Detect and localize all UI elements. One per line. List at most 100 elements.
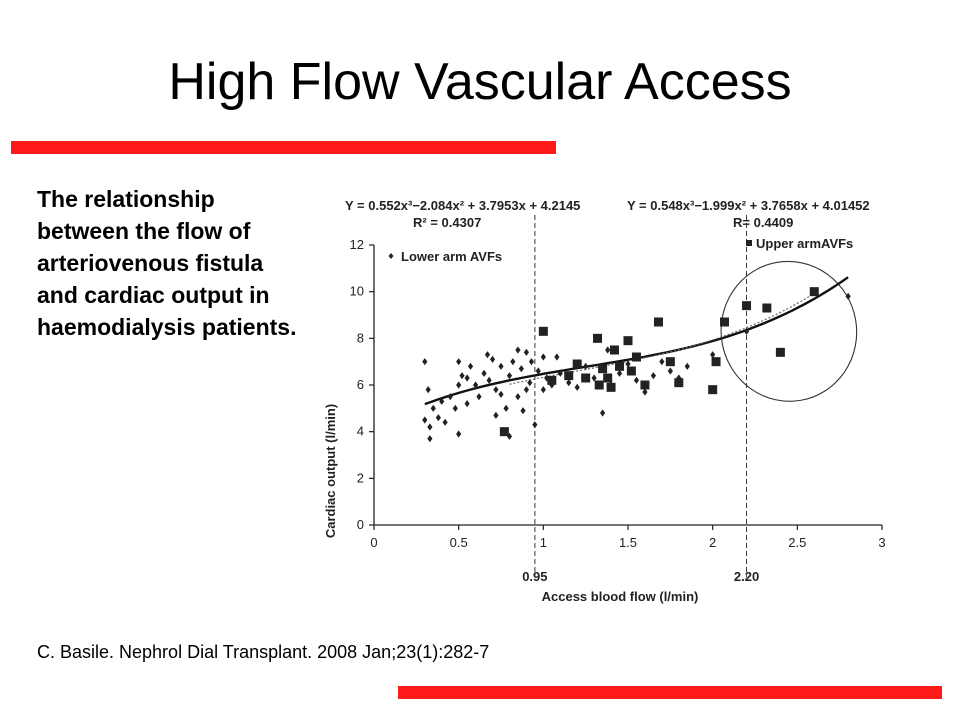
r2-right: R= 0.4409 — [733, 215, 793, 230]
data-point-lower-arm — [554, 353, 560, 361]
legend-label-upper-arm: Upper armAVFs — [756, 236, 853, 251]
y-tick-label: 0 — [357, 517, 364, 532]
data-point-lower-arm — [452, 404, 458, 412]
data-point-lower-arm — [422, 358, 428, 366]
data-point-lower-arm — [684, 362, 690, 370]
x-axis-label: Access blood flow (l/min) — [542, 589, 699, 604]
data-point-lower-arm — [456, 358, 462, 366]
data-point-upper-arm — [674, 378, 684, 388]
data-point-lower-arm — [528, 358, 535, 366]
data-point-upper-arm — [720, 317, 730, 327]
data-point-lower-arm — [574, 383, 580, 391]
data-point-upper-arm — [572, 359, 582, 369]
data-point-upper-arm — [665, 357, 675, 367]
data-point-lower-arm — [600, 409, 606, 417]
data-point-lower-arm — [605, 346, 611, 354]
y-tick-label: 8 — [357, 330, 364, 345]
threshold-label: 2.20 — [734, 569, 759, 584]
highlight-ellipse — [720, 260, 858, 402]
data-point-lower-arm — [489, 355, 496, 363]
data-point-upper-arm — [581, 373, 591, 383]
data-point-upper-arm — [594, 380, 604, 390]
data-point-upper-arm — [640, 380, 650, 390]
footer-accent-bar — [398, 686, 942, 699]
data-point-lower-arm — [464, 400, 470, 408]
data-point-upper-arm — [626, 366, 636, 376]
data-point-lower-arm — [566, 379, 572, 387]
data-point-lower-arm — [493, 386, 499, 394]
slide-title: High Flow Vascular Access — [168, 53, 792, 111]
data-point-upper-arm — [609, 345, 619, 355]
scatter-chart: Y = 0.552x³−2.084x² + 3.7953x + 4.2145 R… — [323, 198, 886, 604]
data-point-lower-arm — [476, 393, 482, 401]
data-point-lower-arm — [540, 353, 546, 361]
data-point-lower-arm — [520, 407, 526, 415]
data-point-lower-arm — [532, 421, 538, 429]
y-tick-label: 10 — [350, 284, 364, 299]
data-point-lower-arm — [667, 367, 673, 375]
slide-description: The relationship between the flow of art… — [37, 186, 297, 340]
data-point-upper-arm — [603, 373, 613, 383]
x-tick-label: 1 — [540, 535, 547, 550]
y-tick-label: 4 — [357, 424, 364, 439]
data-point-lower-arm — [506, 372, 513, 380]
data-point-lower-arm — [527, 379, 533, 387]
data-point-upper-arm — [593, 333, 603, 343]
legend-label-lower-arm: Lower arm AVFs — [401, 249, 502, 264]
data-point-lower-arm — [540, 386, 546, 394]
data-point-lower-arm — [467, 362, 474, 370]
y-axis-label: Cardiac output (l/min) — [323, 404, 338, 538]
data-point-lower-arm — [459, 372, 465, 380]
data-point-lower-arm — [659, 358, 665, 366]
data-point-lower-arm — [633, 376, 640, 384]
data-point-lower-arm — [515, 393, 521, 401]
data-point-lower-arm — [481, 369, 487, 377]
y-tick-label: 12 — [350, 237, 364, 252]
x-tick-label: 1.5 — [619, 535, 637, 550]
data-point-lower-arm — [422, 416, 428, 424]
data-point-lower-arm — [642, 388, 648, 396]
data-point-lower-arm — [625, 360, 631, 368]
data-point-lower-arm — [591, 374, 597, 382]
data-point-upper-arm — [499, 427, 509, 437]
data-point-lower-arm — [515, 346, 521, 354]
data-point-upper-arm — [742, 301, 752, 311]
data-point-upper-arm — [762, 303, 772, 313]
data-point-lower-arm — [484, 351, 491, 359]
data-point-upper-arm — [538, 326, 548, 336]
data-point-lower-arm — [493, 411, 499, 419]
data-point-lower-arm — [464, 374, 470, 382]
data-point-lower-arm — [510, 358, 516, 366]
equation-right: Y = 0.548x³−1.999x² + 3.7658x + 4.01452 — [627, 198, 870, 213]
data-point-lower-arm — [503, 404, 509, 412]
data-point-lower-arm — [650, 372, 656, 380]
data-point-lower-arm — [435, 414, 441, 422]
data-point-upper-arm — [564, 371, 574, 381]
x-tick-label: 2.5 — [788, 535, 806, 550]
legend-marker-lower-arm — [388, 253, 394, 259]
data-point-upper-arm — [711, 357, 721, 367]
data-point-upper-arm — [623, 336, 633, 346]
x-tick-label: 0.5 — [450, 535, 468, 550]
data-point-lower-arm — [523, 386, 529, 394]
citation: C. Basile. Nephrol Dial Transplant. 2008… — [37, 642, 490, 662]
y-tick-label: 6 — [357, 377, 364, 392]
data-point-lower-arm — [523, 348, 529, 356]
data-point-upper-arm — [775, 347, 785, 357]
data-point-lower-arm — [430, 404, 436, 412]
x-tick-label: 2 — [709, 535, 716, 550]
data-point-upper-arm — [598, 364, 608, 374]
data-point-lower-arm — [518, 365, 524, 373]
title-underline-bar — [11, 141, 556, 154]
data-point-lower-arm — [442, 418, 448, 426]
data-point-lower-arm — [583, 362, 589, 370]
data-point-lower-arm — [427, 423, 433, 431]
fit-curve-lower-arm — [424, 276, 849, 406]
legend-marker-upper-arm — [746, 240, 752, 246]
data-point-upper-arm — [708, 385, 718, 395]
data-point-upper-arm — [653, 317, 663, 327]
equation-left: Y = 0.552x³−2.084x² + 3.7953x + 4.2145 — [345, 198, 580, 213]
r2-left: R² = 0.4307 — [413, 215, 481, 230]
data-point-lower-arm — [486, 376, 492, 384]
data-point-lower-arm — [456, 381, 462, 389]
